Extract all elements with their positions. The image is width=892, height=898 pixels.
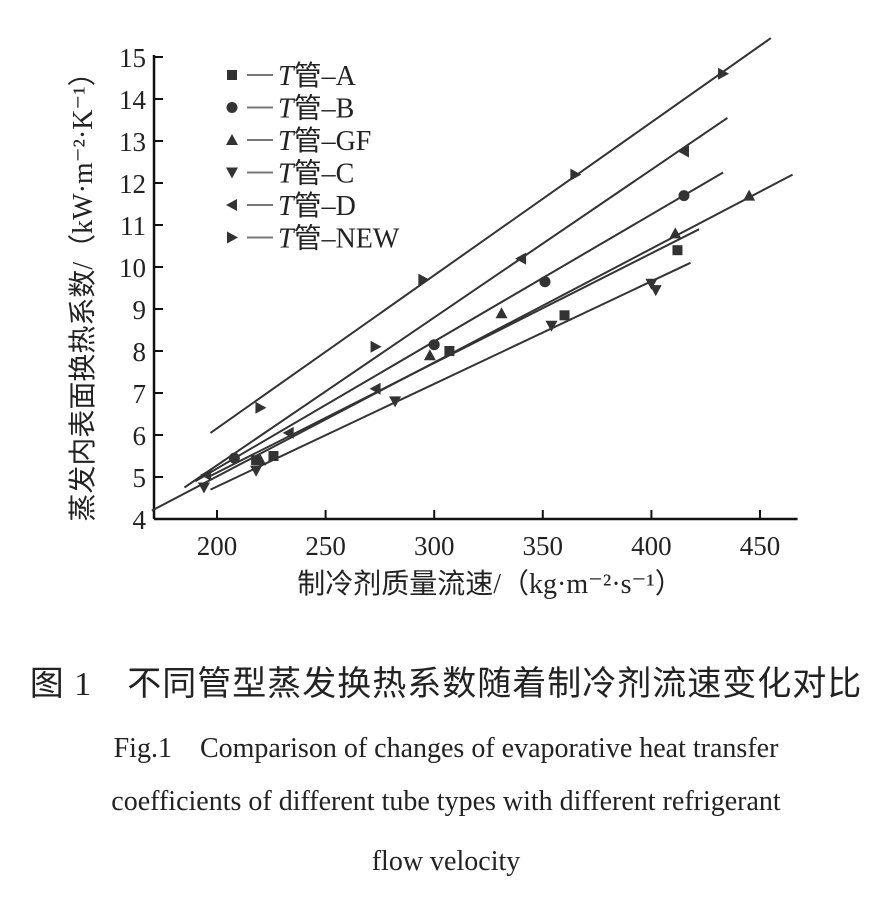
legend-label: T管–B	[278, 93, 354, 125]
legend-label: T管–A	[278, 60, 357, 92]
legend-item: T管–A	[227, 60, 357, 92]
y-tick-label: 4	[133, 505, 147, 535]
y-axis-label: 蒸发内表面换热系数/（kW·m⁻²·K⁻¹）	[67, 58, 99, 521]
y-tick-label: 6	[133, 421, 147, 451]
data-point	[539, 276, 551, 288]
y-tick-label: 5	[133, 463, 147, 493]
fit-line	[209, 37, 772, 434]
data-point	[677, 145, 689, 158]
data-point	[515, 252, 527, 265]
data-point	[251, 455, 262, 466]
data-point	[250, 465, 263, 477]
fit-line	[183, 117, 728, 489]
y-tick-label: 8	[133, 337, 147, 367]
fit-line	[194, 171, 724, 483]
legend-marker	[226, 199, 237, 211]
data-point	[370, 340, 382, 353]
data-point	[559, 310, 570, 321]
fit-line	[210, 261, 691, 491]
legend-marker	[227, 231, 238, 244]
data-point	[200, 468, 212, 481]
legend-label: T管–GF	[278, 125, 371, 157]
x-tick-label: 250	[305, 531, 346, 561]
data-point	[545, 320, 558, 332]
data-point	[718, 67, 730, 80]
data-point	[268, 451, 279, 461]
y-tick-label: 14	[119, 85, 147, 115]
data-point	[743, 189, 756, 201]
legend-item: T管–NEW	[227, 223, 400, 255]
data-point	[649, 285, 662, 297]
legend-label: T管–NEW	[278, 223, 400, 255]
figure-caption-english-line3: flow velocity	[371, 846, 521, 877]
series-T管-NEW	[209, 37, 772, 434]
figure-caption-chinese: 图 1 不同管型蒸发换热系数随着制冷剂流速变化对比	[29, 666, 863, 703]
legend-label: T管–D	[278, 190, 356, 222]
series-T管-B	[194, 171, 724, 483]
y-tick-label: 12	[119, 169, 146, 199]
series-T管-D	[183, 117, 728, 489]
figure-caption-english-line2: coefficients of different tube types wit…	[111, 786, 781, 817]
data-point	[444, 346, 455, 356]
y-tick-label: 11	[120, 211, 146, 241]
data-point	[669, 227, 682, 239]
legend-item: T管–GF	[226, 125, 371, 157]
data-point	[672, 245, 683, 256]
data-point	[495, 307, 508, 319]
x-axis-label: 制冷剂质量流速/（kg·m⁻²·s⁻¹）	[297, 568, 682, 600]
fit-line	[151, 173, 794, 512]
y-tick-label: 15	[119, 43, 146, 73]
x-tick-label: 400	[631, 531, 672, 561]
data-point	[369, 382, 381, 395]
data-point	[418, 273, 430, 286]
data-point	[570, 168, 582, 181]
legend-marker	[226, 134, 238, 145]
legend-marker	[226, 102, 238, 113]
data-point	[389, 396, 402, 408]
x-tick-label: 300	[414, 531, 455, 561]
legend-marker	[226, 167, 238, 179]
x-tick-label: 350	[523, 531, 564, 561]
data-point	[254, 454, 267, 466]
legend-item: T管–D	[226, 190, 356, 222]
data-point	[678, 190, 690, 202]
data-point	[282, 426, 294, 439]
x-tick-label: 200	[197, 531, 238, 561]
figure-caption-english-line1: Fig.1 Comparison of changes of evaporati…	[113, 733, 779, 764]
y-tick-label: 10	[119, 253, 146, 283]
y-tick-label: 13	[119, 127, 146, 157]
legend-item: T管–B	[226, 93, 354, 125]
x-tick-label: 450	[740, 531, 781, 561]
data-point	[428, 339, 440, 351]
legend-label: T管–C	[278, 158, 354, 190]
data-point	[197, 482, 210, 494]
y-tick-label: 9	[133, 295, 147, 325]
legend-marker	[227, 70, 237, 80]
series-T管-GF	[151, 173, 794, 512]
series-T管-C	[197, 261, 691, 494]
data-point	[255, 401, 267, 414]
y-tick-label: 7	[133, 379, 147, 409]
data-point	[423, 349, 436, 361]
legend-item: T管–C	[226, 158, 354, 190]
data-point	[645, 278, 658, 290]
